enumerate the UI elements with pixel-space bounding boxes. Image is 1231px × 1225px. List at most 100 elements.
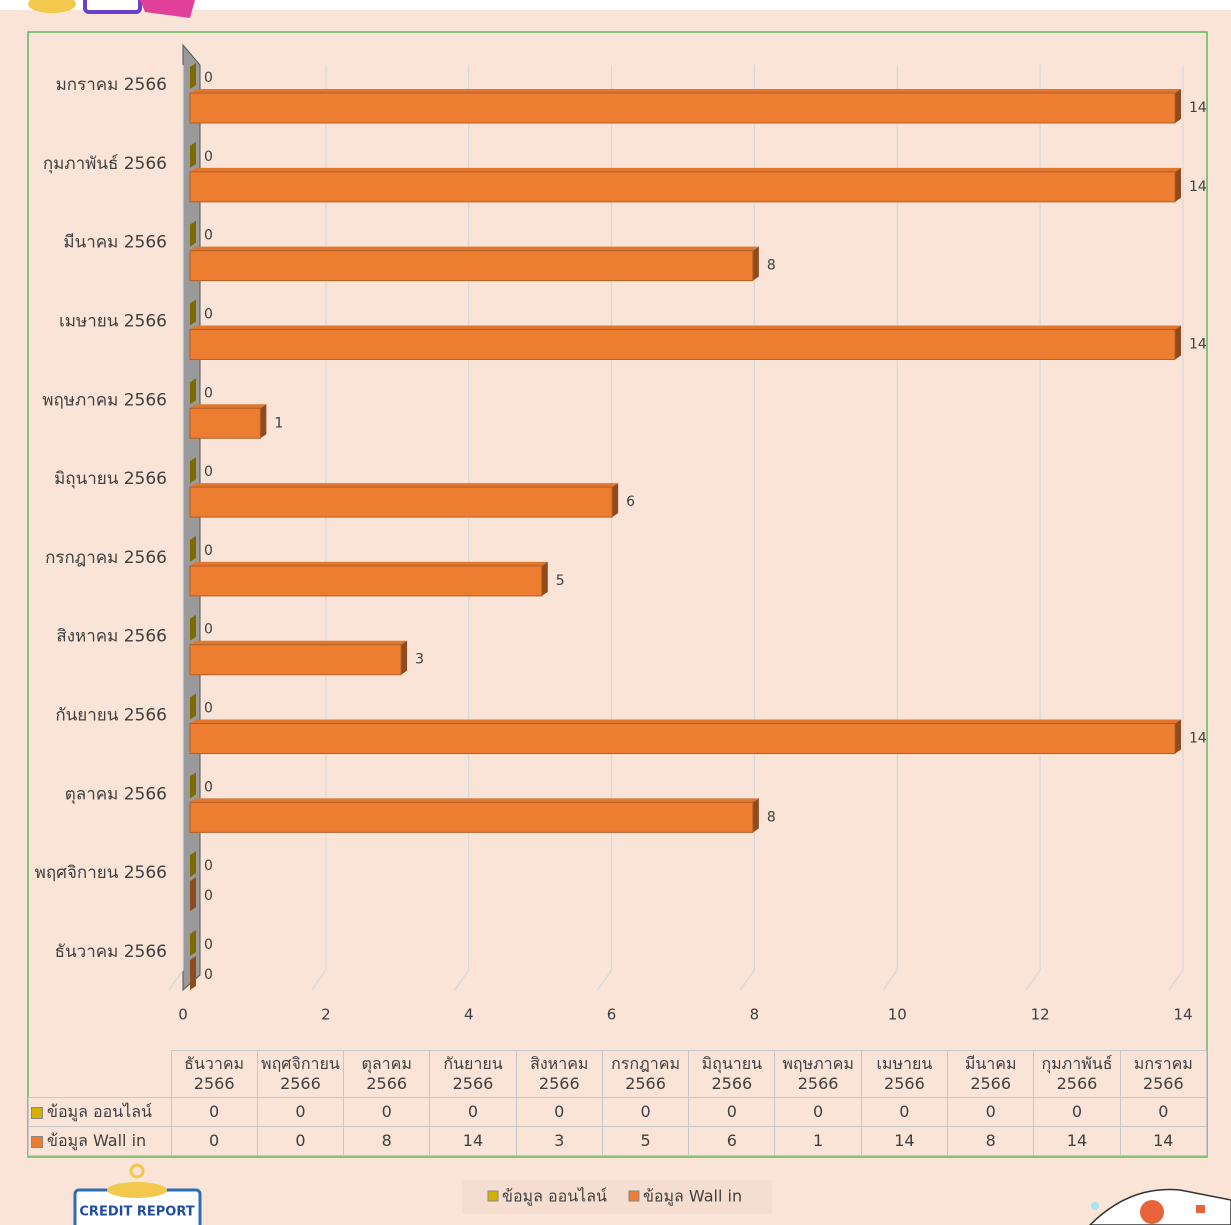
bar-side	[612, 483, 619, 518]
y-tick-label: ตุลาคม 2566	[65, 784, 167, 804]
data-label: 0	[204, 70, 213, 86]
table-category: พฤศจิกายน 2566	[256, 1050, 345, 1098]
y-tick-label: มิถุนายน 2566	[54, 469, 167, 489]
table-value: 0	[1119, 1097, 1208, 1127]
table-series-name: ข้อมูล Wall in	[47, 1131, 147, 1150]
bar-top	[190, 798, 759, 803]
data-label: 8	[767, 809, 776, 825]
bar	[189, 328, 1176, 360]
bar-side	[190, 693, 196, 720]
table-value: 8	[343, 1126, 431, 1156]
legend-label: ข้อมูล Wall in	[643, 1187, 742, 1207]
table-category: เมษายน 2566	[860, 1050, 949, 1098]
bar-side	[190, 141, 196, 168]
grid-floor	[882, 969, 898, 991]
table-value: 0	[256, 1126, 345, 1156]
table-category: มีนาคม 2566	[947, 1050, 1035, 1098]
table-value: 0	[170, 1126, 258, 1156]
grid-floor	[454, 969, 470, 991]
table-value: 14	[429, 1126, 517, 1156]
grid-floor	[168, 969, 184, 991]
table-category: กุมภาพันธ์ 2566	[1033, 1050, 1121, 1098]
y-tick-label: กุมภาพันธ์ 2566	[43, 154, 167, 174]
table-category: กันยายน 2566	[429, 1050, 517, 1098]
legend-label: ข้อมูล ออนไลน์	[502, 1187, 607, 1207]
table-value: 0	[947, 1097, 1035, 1127]
badge: CREDIT REPORT	[73, 1163, 202, 1225]
y-tick-label: กรกฎาคม 2566	[45, 548, 167, 568]
table-value: 6	[688, 1126, 776, 1156]
table-series: ข้อมูล ออนไลน์	[28, 1097, 172, 1127]
table-corner	[28, 1050, 172, 1098]
data-label: 0	[204, 385, 213, 401]
y-tick-label: พฤษภาคม 2566	[42, 390, 167, 410]
table-value: 0	[1033, 1097, 1121, 1127]
bar	[189, 92, 1176, 124]
bar-top	[190, 89, 1181, 93]
bar-side	[190, 877, 196, 912]
bar	[189, 723, 1176, 755]
table-value: 5	[601, 1126, 690, 1156]
table-value: 0	[515, 1097, 603, 1127]
data-label: 3	[415, 652, 424, 668]
legend-box	[462, 1180, 772, 1214]
bar-side	[1175, 325, 1181, 360]
table-category: กรกฎาคม 2566	[601, 1050, 690, 1098]
table-value: 0	[774, 1097, 862, 1127]
legend	[462, 1180, 772, 1214]
table-category: มิถุนายน 2566	[688, 1050, 776, 1098]
table-header: ธันวาคม 2566 พฤศจิกายน 2566 ตุลาคม 2566 กัน…	[28, 1050, 1208, 1098]
data-label: 8	[767, 258, 776, 274]
data-label: 6	[626, 494, 635, 510]
bar-top	[190, 246, 759, 251]
table-value: 3	[515, 1126, 603, 1156]
y-tick-label: พฤศจิกายน 2566	[35, 863, 167, 883]
bar	[189, 801, 754, 833]
background	[0, 10, 1231, 1225]
bar-side	[190, 299, 196, 326]
data-label: 14	[1189, 731, 1207, 747]
bar-side	[541, 561, 548, 596]
badge-text: CREDIT REPORT	[79, 1205, 194, 1220]
money-icon	[1088, 1188, 1231, 1225]
table-value: 0	[343, 1097, 431, 1127]
bar-top	[190, 640, 408, 645]
x-tick-label: 4	[464, 1006, 474, 1024]
bar	[189, 171, 1176, 203]
bar-side	[752, 798, 759, 833]
data-label: 0	[204, 228, 213, 244]
grid-floor	[1168, 969, 1184, 991]
y-tick-label: สิงหาคม 2566	[56, 627, 167, 647]
table-value: 0	[860, 1097, 949, 1127]
data-label: 5	[556, 573, 565, 589]
data-label: 14	[1189, 179, 1207, 195]
data-label: 0	[204, 306, 213, 322]
data-label: 1	[274, 415, 283, 431]
table-row: ข้อมูล Wall in 0 0 8 14 3 5 6 1 14 8 14 14	[28, 1126, 1208, 1156]
bar-side	[190, 220, 196, 247]
table-row: ข้อมูล ออนไลน์ 0 0 0 0 0 0 0 0 0 0 0 0	[28, 1097, 1208, 1127]
data-label: 14	[1189, 336, 1207, 352]
bar-top	[190, 404, 267, 409]
table-value: 0	[601, 1097, 690, 1127]
legend-key	[487, 1190, 499, 1202]
table-category: ตุลาคม 2566	[343, 1050, 431, 1098]
grid-floor	[1025, 969, 1041, 991]
top-icon	[28, 0, 195, 18]
legend-key	[628, 1190, 640, 1202]
table-value: 8	[947, 1126, 1035, 1156]
table-category: สิงหาคม 2566	[515, 1050, 603, 1098]
bar-top	[190, 483, 619, 488]
y-tick-label: มีนาคม 2566	[63, 233, 167, 253]
table-key	[31, 1135, 43, 1148]
data-label: 0	[204, 149, 213, 165]
table-value: 0	[256, 1097, 345, 1127]
bar	[189, 644, 402, 676]
x-tick-label: 6	[607, 1006, 617, 1024]
table-value: 0	[688, 1097, 776, 1127]
table-series: ข้อมูล Wall in	[28, 1126, 172, 1156]
data-label: 0	[204, 622, 213, 638]
bar-side	[190, 930, 196, 956]
data-label: 0	[204, 701, 213, 717]
